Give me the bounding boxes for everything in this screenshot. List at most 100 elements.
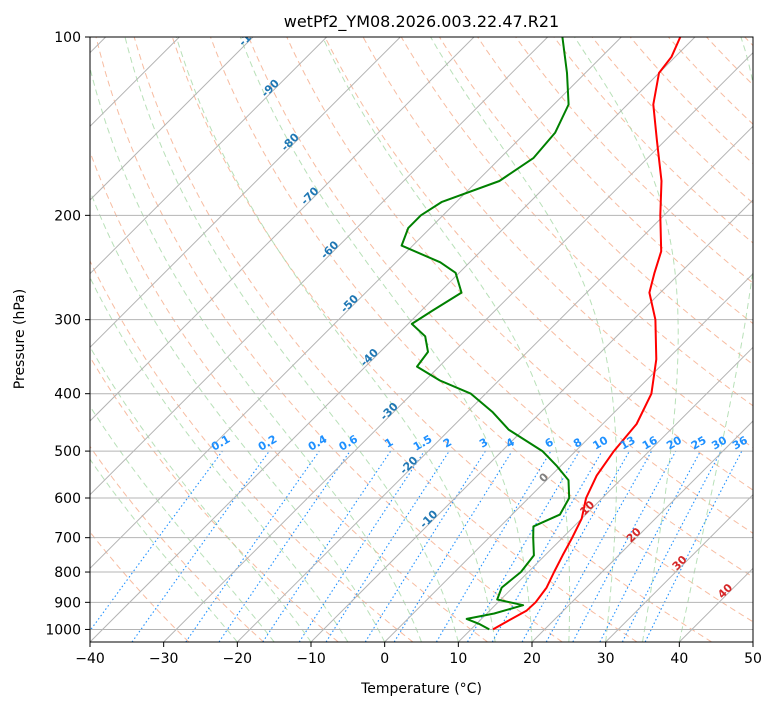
x-tick-label: 40 — [670, 651, 688, 667]
mixing-ratio-line — [298, 450, 425, 642]
x-axis-title: Temperature (°C) — [360, 681, 482, 697]
y-tick-label: 300 — [54, 313, 81, 329]
isotherm-line — [163, 51, 753, 642]
isotherm-line — [236, 125, 753, 642]
mixing-ratio-line — [218, 450, 351, 642]
moist-adiabat-line — [678, 37, 753, 642]
y-tick-label: 500 — [54, 444, 81, 460]
moist-adiabat-line — [430, 37, 617, 642]
temperature-line — [492, 37, 682, 631]
mixing-ratio-label: 0.1 — [209, 433, 232, 454]
grid-lines — [90, 37, 753, 642]
dry-adiabat-line — [90, 445, 264, 642]
isotherm-line — [90, 37, 401, 349]
mixing-ratio-label: 16 — [640, 433, 660, 452]
dry-adiabat-line — [324, 37, 753, 491]
mixing-ratio-label: 30 — [709, 433, 729, 452]
isotherm-line — [90, 37, 696, 642]
plot-frame — [89, 36, 754, 643]
dewpoint-line — [400, 37, 571, 631]
isotherm-line — [457, 346, 753, 642]
y-tick-label: 100 — [54, 30, 81, 46]
mixing-ratio-label: 36 — [730, 433, 750, 452]
dry-adiabat-line — [90, 259, 414, 642]
isotherm-line — [531, 420, 753, 642]
moist-adiabat-line — [90, 65, 422, 642]
x-tick-label: 50 — [744, 651, 762, 667]
dry-adiabat-label: 20 — [624, 525, 644, 545]
isotherm-label: -100 — [236, 20, 265, 49]
dry-adiabat-line — [515, 37, 753, 284]
mixing-ratio-label: 0.6 — [337, 432, 361, 453]
mixing-ratio-line — [545, 450, 653, 642]
mixing-ratio-label: 0.4 — [306, 432, 330, 453]
isotherm-line — [384, 272, 753, 642]
x-tick-label: −40 — [75, 651, 105, 667]
dry-adiabat-line — [668, 37, 753, 125]
background-lines — [90, 37, 753, 642]
moist-adiabat-line — [574, 37, 679, 642]
dry-adiabat-line — [90, 531, 190, 642]
y-tick-label: 400 — [54, 387, 81, 403]
x-tick-label: −20 — [223, 651, 253, 667]
x-tick-label: 20 — [523, 651, 541, 667]
line-labels: 0.1 0.2 0.4 0.6 1 1.5 2 3 4 6 8 10 13 16 20 25 30 36-100-… — [209, 20, 750, 601]
moist-adiabat-line — [90, 345, 312, 642]
y-axis-title: Pressure (hPa) — [12, 289, 28, 389]
isotherm-label: -90 — [259, 77, 282, 100]
mixing-ratio-line — [599, 450, 701, 642]
mixing-ratio-line — [364, 450, 486, 642]
y-tick-label: 700 — [54, 531, 81, 547]
x-tick-label: 0 — [380, 651, 389, 667]
isotherm-label: -30 — [378, 400, 401, 423]
dry-adiabat-line — [133, 37, 638, 642]
chart-title: wetPf2_YM08.2026.003.22.47.R21 — [284, 12, 559, 32]
dry-adiabat-line — [210, 37, 753, 623]
mixing-ratio-line — [262, 450, 392, 642]
y-tick-label: 200 — [54, 208, 81, 224]
x-tick-label: 30 — [597, 651, 615, 667]
moist-adiabat-line — [175, 37, 496, 642]
mixing-ratio-label: 6 — [543, 435, 556, 450]
dry-adiabat-line — [90, 356, 339, 642]
x-tick-label: −30 — [149, 651, 179, 667]
y-tick-label: 800 — [54, 565, 81, 581]
dry-adiabat-line — [591, 37, 753, 204]
isotherm-label: -50 — [338, 292, 361, 315]
moist-adiabat-line — [322, 37, 571, 642]
moist-adiabat-line — [124, 37, 459, 642]
isotherm-label: -60 — [318, 238, 341, 261]
moist-adiabat-line — [239, 37, 533, 642]
mixing-ratio-line — [325, 450, 450, 642]
dry-adiabat-line — [744, 37, 753, 47]
isotherm-line — [90, 37, 475, 422]
isotherm-line — [678, 567, 753, 642]
mixing-ratio-label: 8 — [571, 436, 584, 451]
dry-adiabat-line — [553, 37, 753, 244]
y-tick-label: 600 — [54, 491, 81, 507]
isotherm-label: -80 — [279, 130, 302, 153]
isotherm-label: -70 — [298, 184, 321, 207]
x-tick-label: 10 — [449, 651, 467, 667]
isotherm-line — [752, 641, 753, 642]
x-tick-label: −10 — [296, 651, 326, 667]
axes: −40 −30 −20 −10 0 10 20 30 40 50 1000 900 800 700 600 5… — [45, 30, 762, 667]
mixing-ratio-line — [572, 450, 677, 642]
moist-adiabat-line — [90, 458, 238, 642]
mixing-ratio-label: 0.2 — [256, 433, 279, 454]
moist-adiabat-line — [90, 189, 386, 642]
isotherm-label: -10 — [417, 507, 440, 530]
mixing-ratio-line — [131, 450, 270, 642]
moist-adiabat-line — [90, 405, 275, 642]
mixing-ratio-line — [644, 450, 743, 642]
mixing-ratio-label: 20 — [664, 433, 684, 452]
mixing-ratio-label: 25 — [689, 434, 709, 453]
mixing-ratio-label: 13 — [618, 434, 638, 453]
mixing-ratio-label: 10 — [591, 433, 611, 452]
dry-adiabat-label: 40 — [715, 581, 735, 601]
mixing-ratio-label: 1 — [382, 436, 395, 451]
isotherm-line — [605, 493, 753, 642]
y-tick-label: 1000 — [45, 622, 81, 638]
isotherm-line — [90, 37, 328, 275]
